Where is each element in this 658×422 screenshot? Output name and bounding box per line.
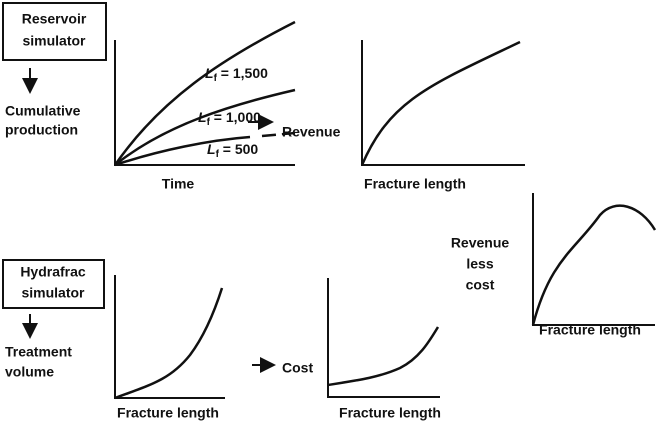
output-text: production bbox=[5, 122, 78, 138]
curve bbox=[114, 135, 251, 167]
curve bbox=[531, 204, 657, 326]
label-part: f bbox=[214, 73, 218, 84]
curve-label: Lf = 500 bbox=[207, 141, 258, 160]
curve-label: Lf = 1,000 bbox=[198, 109, 261, 128]
curve bbox=[261, 131, 296, 138]
label-part: L bbox=[198, 109, 207, 125]
x-label: Fracture length bbox=[539, 322, 641, 338]
x-label: Fracture length bbox=[364, 176, 466, 192]
label-part: = 1,000 bbox=[210, 109, 261, 125]
reservoir-box bbox=[2, 2, 107, 61]
y-label: cost bbox=[466, 277, 495, 293]
y-label: less bbox=[466, 256, 493, 272]
label-part: f bbox=[216, 149, 220, 160]
curve bbox=[113, 20, 296, 166]
output-text: volume bbox=[5, 364, 54, 380]
label-part: = 500 bbox=[219, 141, 259, 157]
curve-label: Lf = 1,500 bbox=[205, 65, 268, 84]
output-text: Cumulative bbox=[5, 103, 81, 119]
x-label: Fracture length bbox=[117, 405, 219, 421]
axes bbox=[361, 40, 525, 166]
curve bbox=[360, 40, 521, 166]
x-label: Fracture length bbox=[339, 405, 441, 421]
box-text: Reservoir bbox=[22, 11, 87, 27]
curve bbox=[327, 326, 440, 387]
hydrafrac-box bbox=[2, 259, 105, 309]
axes bbox=[114, 275, 225, 399]
box-text: simulator bbox=[21, 285, 85, 301]
curve bbox=[114, 287, 224, 400]
x-label: Time bbox=[162, 176, 195, 192]
box-text: simulator bbox=[22, 33, 86, 49]
axes bbox=[327, 278, 440, 398]
y-label: Revenue bbox=[451, 235, 510, 251]
y-label: Cost bbox=[282, 360, 313, 376]
label-part: = 1,500 bbox=[217, 65, 268, 81]
label-part: L bbox=[207, 141, 216, 157]
y-label: Revenue bbox=[282, 124, 341, 140]
label-part: f bbox=[207, 117, 211, 128]
curve bbox=[114, 88, 296, 166]
output-text: Treatment bbox=[5, 344, 72, 360]
label-part: L bbox=[205, 65, 214, 81]
box-text: Hydrafrac bbox=[20, 264, 86, 280]
axes bbox=[532, 193, 655, 326]
